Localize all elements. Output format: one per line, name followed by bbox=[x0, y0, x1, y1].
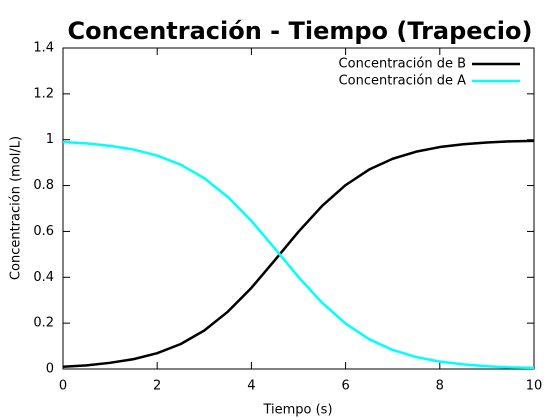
chart-title: Concentración - Tiempo (Trapecio) bbox=[68, 17, 533, 45]
plot-border bbox=[62, 47, 535, 370]
y-tick-label: 0.4 bbox=[33, 270, 54, 285]
x-tick-label: 10 bbox=[526, 379, 543, 394]
y-tick-label: 0.2 bbox=[33, 316, 54, 331]
legend-label: Concentración de B bbox=[339, 57, 466, 72]
x-tick-label: 2 bbox=[153, 379, 161, 394]
x-axis-label: Tiempo (s) bbox=[262, 403, 332, 418]
x-tick-label: 8 bbox=[436, 379, 444, 394]
x-tick-label: 4 bbox=[247, 379, 255, 394]
y-tick-label: 0.8 bbox=[33, 178, 54, 193]
y-tick-label: 1 bbox=[46, 132, 54, 147]
y-tick-label: 1.4 bbox=[33, 41, 54, 56]
y-axis-label: Concentración (mol/L) bbox=[9, 136, 24, 280]
y-tick-label: 0 bbox=[46, 362, 54, 377]
legend-label: Concentración de A bbox=[339, 74, 467, 89]
line-series bbox=[62, 139, 535, 368]
line-series bbox=[62, 140, 535, 370]
x-tick-label: 0 bbox=[59, 379, 67, 394]
y-tick-label: 0.6 bbox=[33, 224, 54, 239]
x-tick-label: 6 bbox=[341, 379, 349, 394]
y-tick-label: 1.2 bbox=[33, 86, 54, 101]
